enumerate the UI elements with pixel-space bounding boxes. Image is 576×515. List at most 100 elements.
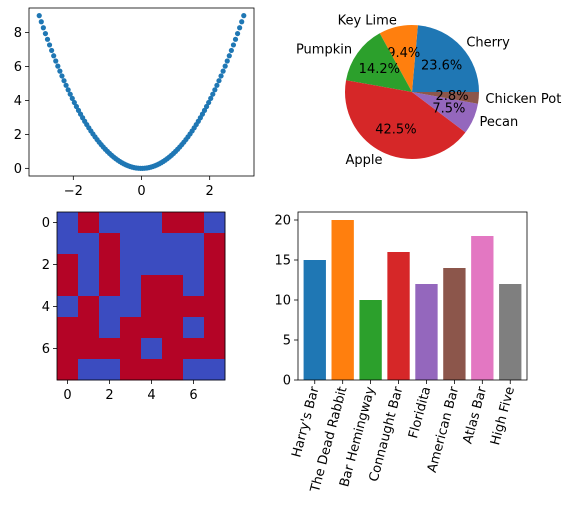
- heatmap-y-tick-label: 4: [42, 300, 50, 315]
- scatter-point: [206, 99, 212, 106]
- pie-slice: [412, 92, 479, 104]
- scatter-y-tick-label: 2: [14, 128, 22, 143]
- heatmap-cell: [141, 275, 163, 297]
- heatmap-cell: [162, 275, 184, 297]
- heatmap-cell: [183, 296, 205, 318]
- scatter-point: [51, 53, 57, 59]
- bar-y-tick-label: 15: [274, 254, 291, 269]
- heatmap-cell: [57, 212, 79, 234]
- heatmap-cell: [99, 233, 121, 255]
- scatter-point: [63, 82, 69, 88]
- bar-x-tick-label: High Five: [488, 385, 518, 447]
- heatmap-cell: [78, 233, 100, 255]
- scatter-point: [65, 87, 71, 93]
- scatter-point: [61, 78, 67, 84]
- scatter-point: [226, 53, 232, 59]
- scatter-point: [201, 107, 208, 113]
- scatter-point: [237, 25, 243, 31]
- heatmap-cell: [120, 254, 142, 276]
- heatmap-cell: [99, 359, 121, 381]
- scatter-point: [36, 13, 42, 19]
- scatter-point: [220, 68, 226, 74]
- heatmap-x-tick-label: 2: [105, 388, 113, 403]
- scatter-point: [210, 91, 216, 97]
- scatter-point: [57, 68, 63, 74]
- scatter-point: [38, 19, 44, 25]
- scatter-point: [73, 103, 80, 110]
- bar: [387, 252, 410, 380]
- scatter-point: [59, 73, 65, 79]
- bar-y-tick-label: 20: [274, 214, 291, 229]
- scatter-point: [49, 47, 55, 54]
- scatter-x-tick-label: −2: [64, 184, 83, 199]
- bar-axes-frame: [297, 211, 528, 381]
- heatmap-cell: [57, 359, 79, 381]
- heatmap-cell: [57, 338, 79, 360]
- scatter-axes-frame: [28, 7, 255, 177]
- heatmap-cell: [99, 275, 121, 297]
- heatmap-cell: [120, 338, 142, 360]
- scatter-point: [42, 30, 49, 37]
- bar: [499, 284, 522, 380]
- pie-label: Cherry: [466, 36, 510, 51]
- scatter-point: [241, 13, 247, 19]
- pie-slice: [412, 92, 478, 133]
- scatter-point: [212, 87, 218, 93]
- heatmap-x-tick-label: 6: [189, 388, 197, 403]
- pie-percent-label: 9.4%: [387, 46, 420, 61]
- heatmap-cell: [78, 359, 100, 381]
- pie-label: Chicken Pot: [485, 92, 561, 107]
- heatmap-cell: [78, 212, 100, 234]
- bar-x-tick-label: Harry's Bar: [289, 385, 322, 460]
- bar-y-tick-label: 5: [283, 334, 291, 349]
- heatmap-cell: [57, 296, 79, 318]
- scatter-point: [222, 63, 228, 69]
- heatmap-cell: [183, 359, 205, 381]
- scatter-point: [216, 78, 222, 84]
- pie-percent-label: 14.2%: [359, 62, 400, 77]
- heatmap-cell: [183, 254, 205, 276]
- heatmap-cell: [141, 296, 163, 318]
- heatmap-cell: [99, 338, 121, 360]
- heatmap-y-tick-label: 0: [42, 216, 50, 231]
- heatmap-axes-frame: [56, 211, 226, 381]
- scatter-point: [203, 103, 210, 110]
- pie-label: Apple: [346, 153, 383, 168]
- heatmap-cell: [183, 212, 205, 234]
- heatmap-cell: [204, 233, 226, 255]
- heatmap-cell: [162, 317, 184, 339]
- scatter-x-tick-label: 2: [206, 184, 214, 199]
- heatmap-cell: [204, 212, 226, 234]
- scatter-point: [40, 25, 46, 31]
- heatmap-cell: [141, 338, 163, 360]
- pie-label: Pumpkin: [296, 43, 352, 58]
- heatmap-cell: [99, 254, 121, 276]
- pie-panel: Cherry 23.6% Key Lime 9.4% Pumpkin 14.2% Apple…: [296, 13, 561, 168]
- scatter-point: [44, 36, 51, 42]
- heatmap-cell: [204, 254, 226, 276]
- heatmap-cell: [141, 359, 163, 381]
- scatter-point: [69, 95, 75, 102]
- heatmap-cell: [99, 296, 121, 318]
- heatmap-cell: [99, 212, 121, 234]
- heatmap-cell: [141, 233, 163, 255]
- scatter-point: [228, 47, 234, 54]
- heatmap-cell: [120, 212, 142, 234]
- scatter-point: [234, 30, 241, 37]
- pie-slice: [379, 25, 418, 92]
- heatmap-y-tick-label: 6: [42, 342, 50, 357]
- scatter-x-tick-label: 0: [137, 184, 145, 199]
- heatmap-cell: [204, 296, 226, 318]
- heatmap-cell: [78, 317, 100, 339]
- bar-y-tick-label: 0: [283, 374, 291, 389]
- scatter-panel: −2 0 2 0 2 4 6 8: [14, 7, 255, 199]
- pie-percent-label: 23.6%: [421, 58, 462, 73]
- scatter-point: [239, 19, 245, 25]
- pie-slice: [412, 25, 479, 92]
- heatmap-cell: [162, 359, 184, 381]
- scatter-point: [208, 95, 214, 102]
- scatter-point: [218, 73, 224, 79]
- scatter-point: [53, 58, 59, 64]
- heatmap-panel: 0 2 4 6 0 2 4 6: [42, 211, 226, 403]
